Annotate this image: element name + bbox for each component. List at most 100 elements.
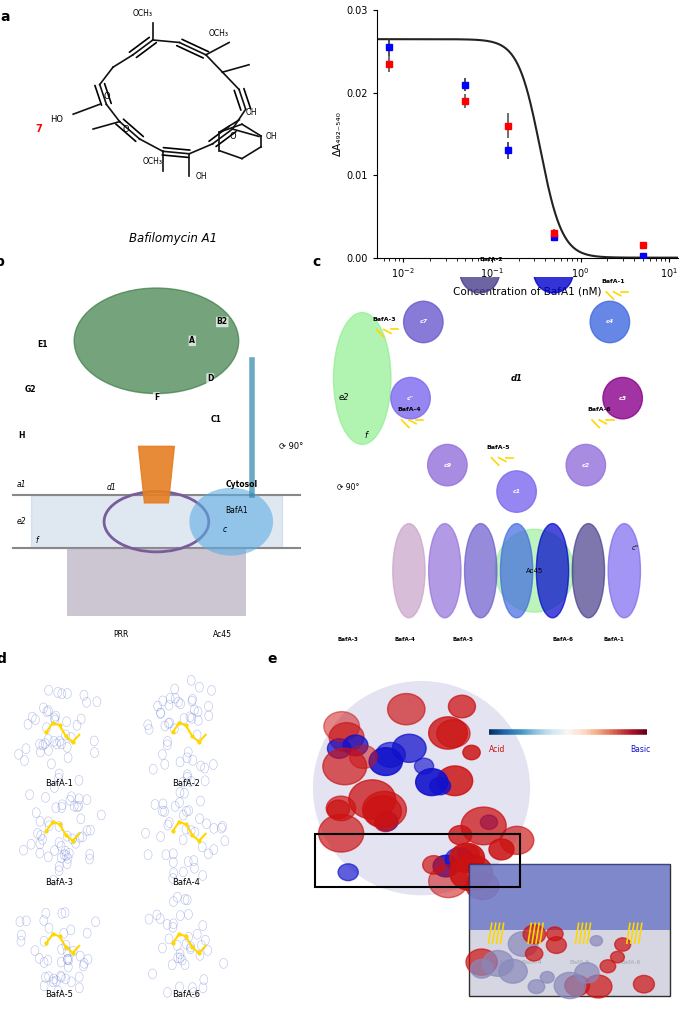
Circle shape	[463, 745, 480, 760]
Text: BafA-6: BafA-6	[553, 638, 574, 642]
Circle shape	[323, 748, 366, 784]
Ellipse shape	[429, 523, 461, 618]
Bar	[66, 548, 246, 616]
Text: c6: c6	[475, 269, 484, 275]
Text: c2: c2	[582, 462, 590, 467]
Text: BafA-3: BafA-3	[45, 878, 73, 888]
Circle shape	[416, 769, 448, 796]
Circle shape	[499, 960, 527, 983]
Text: B2: B2	[216, 318, 227, 326]
Text: c9: c9	[443, 462, 451, 467]
Text: a1: a1	[17, 480, 27, 488]
X-axis label: Concentration of BafA1 (nM): Concentration of BafA1 (nM)	[453, 286, 601, 296]
Circle shape	[343, 735, 368, 755]
Circle shape	[480, 815, 497, 830]
Circle shape	[403, 301, 443, 343]
Circle shape	[369, 747, 402, 775]
Circle shape	[610, 952, 624, 963]
Circle shape	[375, 742, 406, 767]
Circle shape	[540, 971, 554, 983]
Text: OCH₃: OCH₃	[209, 29, 229, 37]
Circle shape	[603, 378, 643, 419]
Text: BafA-2: BafA-2	[172, 779, 200, 788]
Ellipse shape	[464, 523, 497, 618]
Text: BafA-3: BafA-3	[338, 638, 358, 642]
Circle shape	[433, 856, 459, 877]
Text: f: f	[36, 536, 38, 545]
Circle shape	[437, 766, 473, 796]
Circle shape	[388, 694, 425, 724]
Text: ⟳ 90°: ⟳ 90°	[279, 442, 303, 451]
Circle shape	[414, 759, 434, 774]
Circle shape	[564, 975, 590, 996]
Text: d1: d1	[511, 374, 523, 383]
Circle shape	[327, 739, 351, 759]
Ellipse shape	[189, 488, 273, 555]
Circle shape	[534, 252, 573, 293]
Text: BafA-5: BafA-5	[569, 960, 590, 965]
Text: Bafilomycin A1: Bafilomycin A1	[129, 232, 216, 246]
Text: c": c"	[407, 395, 414, 400]
Text: F: F	[154, 393, 159, 401]
Text: Ac45: Ac45	[526, 568, 543, 574]
Text: b: b	[0, 255, 5, 269]
Circle shape	[326, 796, 356, 820]
Text: f: f	[364, 430, 367, 440]
Circle shape	[460, 252, 499, 293]
Text: BafA-5: BafA-5	[487, 445, 510, 450]
Circle shape	[449, 854, 493, 891]
Circle shape	[349, 745, 377, 769]
Text: Cytosol: Cytosol	[225, 480, 258, 488]
Circle shape	[584, 975, 612, 998]
Circle shape	[338, 864, 358, 880]
Circle shape	[528, 979, 545, 994]
Ellipse shape	[334, 313, 391, 445]
Ellipse shape	[536, 523, 569, 618]
Text: BafA-4: BafA-4	[397, 408, 421, 413]
Text: BafA-1: BafA-1	[603, 638, 624, 642]
Text: ⟳ 90°: ⟳ 90°	[337, 483, 360, 492]
Text: c1: c1	[512, 489, 521, 494]
Circle shape	[319, 814, 364, 852]
Text: D: D	[207, 374, 214, 383]
Text: BafA-6: BafA-6	[587, 408, 611, 413]
Text: c4: c4	[606, 320, 614, 324]
Circle shape	[349, 780, 396, 819]
Circle shape	[466, 872, 499, 900]
Text: OH: OH	[196, 171, 208, 181]
Text: BafA-5: BafA-5	[452, 638, 473, 642]
Circle shape	[600, 960, 616, 973]
FancyBboxPatch shape	[469, 864, 670, 930]
Polygon shape	[138, 446, 175, 503]
Text: BafA-3: BafA-3	[482, 960, 503, 965]
Text: c": c"	[632, 545, 638, 551]
Text: Basic: Basic	[630, 745, 651, 754]
Text: BafA-4: BafA-4	[172, 878, 200, 888]
Text: OH: OH	[266, 132, 277, 141]
Circle shape	[461, 807, 506, 845]
Circle shape	[362, 792, 406, 828]
Text: BafA-4: BafA-4	[395, 638, 416, 642]
Circle shape	[445, 848, 473, 871]
Text: OCH₃: OCH₃	[133, 8, 153, 18]
Circle shape	[364, 796, 401, 827]
Circle shape	[523, 925, 546, 943]
Text: HO: HO	[50, 115, 63, 124]
Text: e2: e2	[17, 517, 27, 526]
FancyBboxPatch shape	[469, 864, 670, 996]
Circle shape	[634, 975, 654, 993]
Circle shape	[329, 722, 364, 751]
Ellipse shape	[501, 523, 533, 618]
Text: BafA1: BafA1	[225, 506, 248, 515]
Bar	[31, 495, 282, 548]
Circle shape	[554, 972, 586, 999]
Ellipse shape	[495, 529, 574, 612]
Text: c5: c5	[549, 269, 558, 275]
Circle shape	[566, 445, 606, 486]
Circle shape	[482, 950, 513, 976]
Circle shape	[429, 717, 467, 749]
Circle shape	[489, 839, 514, 860]
Circle shape	[449, 826, 472, 845]
Text: d: d	[0, 652, 6, 666]
Circle shape	[429, 865, 468, 898]
